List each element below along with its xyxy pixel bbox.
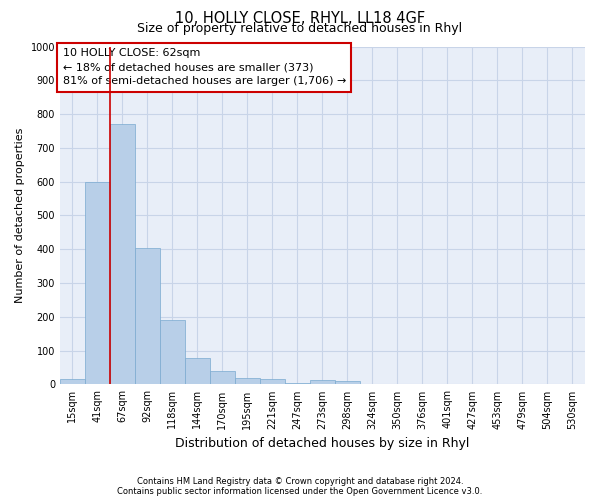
Text: Contains HM Land Registry data © Crown copyright and database right 2024.
Contai: Contains HM Land Registry data © Crown c… bbox=[118, 476, 482, 496]
X-axis label: Distribution of detached houses by size in Rhyl: Distribution of detached houses by size … bbox=[175, 437, 470, 450]
Bar bbox=[210, 371, 235, 384]
Text: 10 HOLLY CLOSE: 62sqm
← 18% of detached houses are smaller (373)
81% of semi-det: 10 HOLLY CLOSE: 62sqm ← 18% of detached … bbox=[62, 48, 346, 86]
Y-axis label: Number of detached properties: Number of detached properties bbox=[15, 128, 25, 303]
Bar bbox=[85, 182, 110, 384]
Bar bbox=[185, 358, 210, 384]
Bar bbox=[60, 380, 85, 384]
Bar bbox=[160, 320, 185, 384]
Bar bbox=[135, 248, 160, 384]
Text: Size of property relative to detached houses in Rhyl: Size of property relative to detached ho… bbox=[137, 22, 463, 35]
Bar bbox=[235, 378, 260, 384]
Bar bbox=[260, 379, 285, 384]
Bar bbox=[310, 380, 335, 384]
Bar bbox=[285, 382, 310, 384]
Bar bbox=[335, 382, 360, 384]
Bar bbox=[110, 124, 135, 384]
Text: 10, HOLLY CLOSE, RHYL, LL18 4GF: 10, HOLLY CLOSE, RHYL, LL18 4GF bbox=[175, 11, 425, 26]
